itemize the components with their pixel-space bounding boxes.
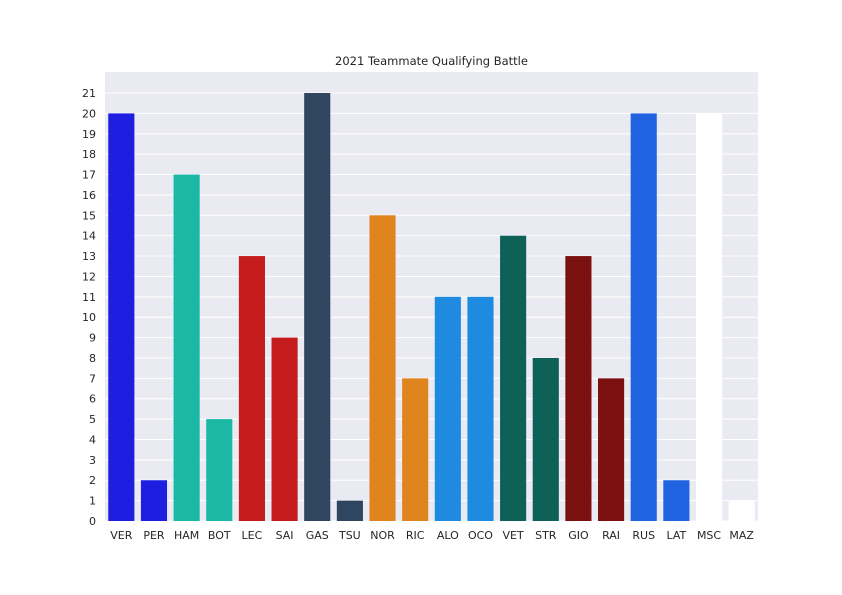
x-tick-label: GIO: [568, 529, 589, 542]
x-tick-label: MAZ: [729, 529, 754, 542]
y-tick-label: 2: [89, 474, 96, 487]
bar-per: [140, 480, 168, 521]
y-tick-label: 1: [89, 495, 96, 508]
y-tick-label: 6: [89, 393, 96, 406]
y-tick-label: 10: [82, 311, 96, 324]
bar-alo: [434, 296, 461, 521]
y-tick-label: 17: [82, 169, 96, 182]
bar-vet: [500, 235, 527, 521]
y-tick-label: 0: [89, 515, 96, 528]
x-tick-label: STR: [535, 529, 557, 542]
bar-lec: [238, 256, 265, 521]
x-tick-label: HAM: [174, 529, 199, 542]
chart-title: 2021 Teammate Qualifying Battle: [335, 54, 528, 68]
bar-maz: [728, 500, 755, 521]
x-tick-label: OCO: [468, 529, 493, 542]
y-tick-label: 21: [82, 87, 96, 100]
x-tick-label: PER: [143, 529, 165, 542]
y-tick-label: 5: [89, 413, 96, 426]
y-tick-label: 7: [89, 372, 96, 385]
y-tick-label: 19: [82, 128, 96, 141]
x-tick-label: MSC: [697, 529, 721, 542]
bar-lat: [663, 480, 690, 521]
x-tick-label: BOT: [208, 529, 231, 542]
x-axis-ticks: VER PER HAM BOT LEC SAI GAS TSU NOR RIC ALO OCO VET S…: [110, 529, 754, 542]
x-tick-label: GAS: [306, 529, 329, 542]
y-tick-label: 3: [89, 454, 96, 467]
y-tick-label: 13: [82, 250, 96, 263]
x-tick-label: NOR: [370, 529, 395, 542]
bar-gas: [304, 93, 331, 522]
bar-msc: [695, 113, 723, 522]
y-tick-label: 15: [82, 209, 96, 222]
y-tick-label: 12: [82, 270, 96, 283]
bars: [108, 93, 755, 522]
bar-tsu: [336, 500, 363, 521]
y-tick-label: 16: [82, 189, 96, 202]
bar-str: [532, 357, 559, 521]
x-tick-label: VET: [503, 529, 524, 542]
y-tick-label: 9: [89, 332, 96, 345]
bar-rai: [598, 378, 625, 521]
x-tick-label: RAI: [602, 529, 620, 542]
bar-nor: [369, 215, 396, 522]
y-tick-label: 8: [89, 352, 96, 365]
bar-oco: [467, 296, 494, 521]
x-tick-label: RIC: [406, 529, 425, 542]
x-tick-label: LAT: [666, 529, 686, 542]
bar-gio: [565, 256, 592, 521]
y-tick-label: 4: [89, 433, 96, 446]
x-tick-label: RUS: [632, 529, 655, 542]
y-tick-label: 14: [82, 230, 96, 243]
y-tick-label: 20: [82, 107, 96, 120]
bar-ver: [108, 113, 135, 522]
x-tick-label: SAI: [276, 529, 294, 542]
x-tick-label: VER: [110, 529, 132, 542]
bar-rus: [630, 113, 657, 522]
x-tick-label: LEC: [242, 529, 263, 542]
bar-ric: [402, 378, 429, 521]
bar-bot: [206, 419, 233, 521]
y-tick-label: 11: [82, 291, 96, 304]
x-tick-label: TSU: [338, 529, 361, 542]
bar-ham: [173, 174, 200, 522]
bar-sai: [271, 337, 298, 521]
x-tick-label: ALO: [437, 529, 459, 542]
y-tick-label: 18: [82, 148, 96, 161]
